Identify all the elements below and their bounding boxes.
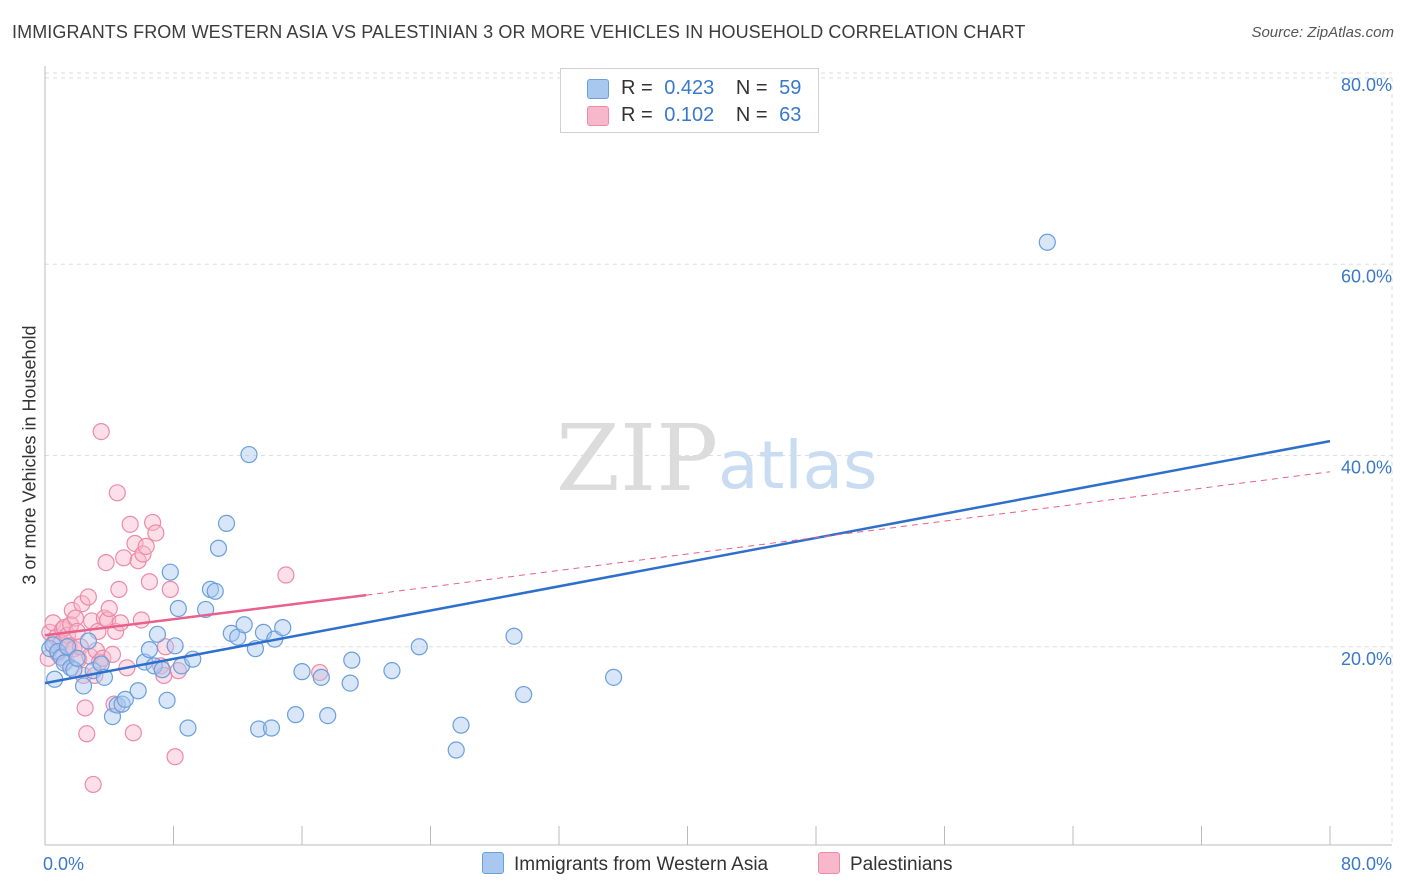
palestinians-point <box>100 599 118 618</box>
x-tick-label-right: 80.0% <box>1341 854 1392 874</box>
palestinians-point <box>121 515 139 533</box>
palestinians-point <box>44 614 62 632</box>
western-asia-point <box>235 616 253 634</box>
palestinians-point <box>97 553 115 572</box>
western-asia-point <box>447 741 465 759</box>
legend-r-value: 0.102 <box>664 104 715 126</box>
y-tick-label: 40.0% <box>1341 458 1392 478</box>
western-asia-point <box>58 638 77 656</box>
western-asia-point <box>383 662 401 680</box>
western-asia-point <box>113 695 131 713</box>
western-asia-point <box>166 637 184 655</box>
western-asia-point <box>116 690 134 708</box>
legend-n-label: N = <box>735 77 768 99</box>
chart-title: IMMIGRANTS FROM WESTERN ASIA VS PALESTIN… <box>12 22 1026 42</box>
western-asia-point <box>161 563 179 581</box>
palestinians-point <box>161 580 179 598</box>
legend-n-value: 63 <box>779 104 802 126</box>
western-asia-point <box>158 691 176 709</box>
source-label: Source: ZipAtlas.com <box>1251 24 1394 41</box>
palestinians-point <box>137 537 155 555</box>
western-asia-point <box>605 668 623 686</box>
palestinians-trend-line <box>44 593 367 637</box>
legend-swatch-palestinians <box>587 106 609 126</box>
western-asia-point <box>206 582 224 600</box>
trend-lines <box>44 439 1331 685</box>
bottom-legend-western-asia: Immigrants from Western Asia <box>482 852 768 876</box>
palestinians-point <box>84 775 102 794</box>
western-asia-point <box>74 677 93 695</box>
palestinians-point <box>108 484 126 502</box>
legend-r-label: R = <box>621 77 653 99</box>
legend-n-value: 59 <box>779 77 802 99</box>
bottom-legend-label-western-asia: Immigrants from Western Asia <box>514 854 769 875</box>
western-asia-point <box>312 668 330 686</box>
legend-r-value: 0.423 <box>664 77 715 99</box>
legend-n-label: N = <box>735 104 768 126</box>
western-asia-point <box>262 719 281 737</box>
palestinians-point <box>79 588 97 606</box>
bottom-legend-swatch-palestinians <box>818 852 840 874</box>
western-asia-point <box>79 632 97 650</box>
palestinians-trend-extension <box>366 471 1331 596</box>
western-asia-point <box>410 638 428 656</box>
western-asia-trend-line <box>44 439 1331 685</box>
palestinians-point <box>166 748 184 766</box>
western-asia-point <box>68 649 86 667</box>
western-asia-point <box>153 661 171 679</box>
tick-labels: 20.0% 40.0% 60.0% 80.0% 0.0% 80.0% <box>43 75 1392 874</box>
western-asia-point <box>452 716 470 734</box>
palestinians-point <box>115 549 133 567</box>
western-asia-point <box>179 719 197 737</box>
western-asia-point <box>1038 233 1056 251</box>
western-asia-point <box>343 651 361 669</box>
axes <box>44 66 1392 846</box>
watermark-zip: ZIP <box>556 405 718 512</box>
palestinians-point <box>147 524 165 542</box>
western-asia-point <box>286 706 305 724</box>
palestinians-point <box>103 645 122 664</box>
palestinians-point <box>76 699 94 717</box>
western-asia-point <box>129 682 147 700</box>
western-asia-point <box>515 685 533 704</box>
western-asia-points <box>41 233 1056 759</box>
legend-r-label: R = <box>621 104 653 126</box>
western-asia-point <box>217 514 236 532</box>
x-tick-label-left: 0.0% <box>43 854 84 874</box>
palestinians-point <box>92 422 110 441</box>
western-asia-point <box>274 619 292 637</box>
western-asia-point <box>169 599 187 618</box>
western-asia-point <box>341 674 359 692</box>
western-asia-point <box>140 641 159 659</box>
palestinians-point <box>277 566 295 584</box>
legend-swatch-western-asia <box>587 79 609 99</box>
y-tick-label: 20.0% <box>1341 649 1392 669</box>
y-axis-title: 3 or more Vehicles in Household <box>19 325 40 585</box>
palestinians-point <box>132 611 150 629</box>
bottom-legend-label-palestinians: Palestinians <box>850 854 953 875</box>
palestinians-point <box>124 724 142 742</box>
bottom-legend-swatch-western-asia <box>482 852 504 874</box>
western-asia-point <box>293 663 311 681</box>
western-asia-point <box>319 706 337 725</box>
watermark: ZIP atlas <box>556 405 878 512</box>
western-asia-point <box>240 445 258 464</box>
y-tick-label: 60.0% <box>1341 266 1392 286</box>
palestinians-point <box>78 725 96 743</box>
western-asia-point <box>148 625 167 643</box>
palestinians-point <box>110 580 128 598</box>
western-asia-point <box>209 539 228 557</box>
palestinians-point <box>144 513 162 532</box>
palestinians-point <box>111 614 130 632</box>
palestinians-point <box>140 573 159 591</box>
stats-legend: R = 0.423 N = 59 R = 0.102 N = 63 <box>560 68 819 133</box>
y-tick-label: 80.0% <box>1341 75 1392 95</box>
watermark-atlas: atlas <box>718 427 878 504</box>
western-asia-point <box>505 627 523 645</box>
western-asia-point <box>250 720 268 738</box>
bottom-legend-palestinians: Palestinians <box>818 852 952 876</box>
palestinians-point <box>73 595 91 613</box>
